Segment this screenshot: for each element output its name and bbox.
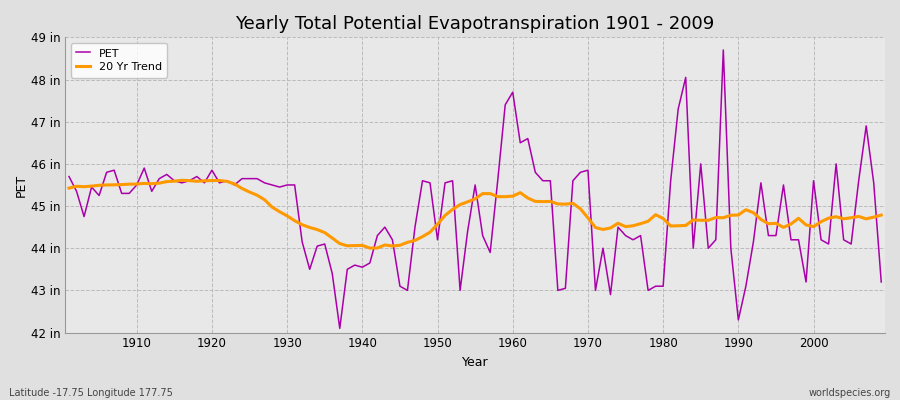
20 Yr Trend	[876, 213, 886, 218]
20 Yr Trend	[342, 244, 353, 248]
20 Yr Trend	[364, 246, 375, 250]
20 Yr Trend	[613, 221, 624, 226]
PET	[515, 140, 526, 145]
Y-axis label: PET: PET	[15, 173, 28, 196]
Text: worldspecies.org: worldspecies.org	[809, 388, 891, 398]
PET	[876, 280, 886, 284]
Title: Yearly Total Potential Evapotranspiration 1901 - 2009: Yearly Total Potential Evapotranspiratio…	[236, 15, 715, 33]
PET	[335, 326, 346, 331]
PET	[718, 48, 729, 52]
20 Yr Trend	[176, 178, 187, 183]
20 Yr Trend	[124, 182, 135, 186]
Line: 20 Yr Trend: 20 Yr Trend	[69, 180, 881, 248]
20 Yr Trend	[515, 190, 526, 195]
PET	[605, 292, 616, 297]
PET	[508, 90, 518, 94]
X-axis label: Year: Year	[462, 356, 489, 369]
20 Yr Trend	[522, 196, 533, 200]
20 Yr Trend	[64, 186, 75, 190]
Text: Latitude -17.75 Longitude 177.75: Latitude -17.75 Longitude 177.75	[9, 388, 173, 398]
PET	[289, 182, 300, 187]
Legend: PET, 20 Yr Trend: PET, 20 Yr Trend	[71, 43, 167, 78]
PET	[124, 191, 135, 196]
20 Yr Trend	[297, 222, 308, 227]
PET	[342, 267, 353, 272]
Line: PET: PET	[69, 50, 881, 328]
PET	[64, 174, 75, 179]
